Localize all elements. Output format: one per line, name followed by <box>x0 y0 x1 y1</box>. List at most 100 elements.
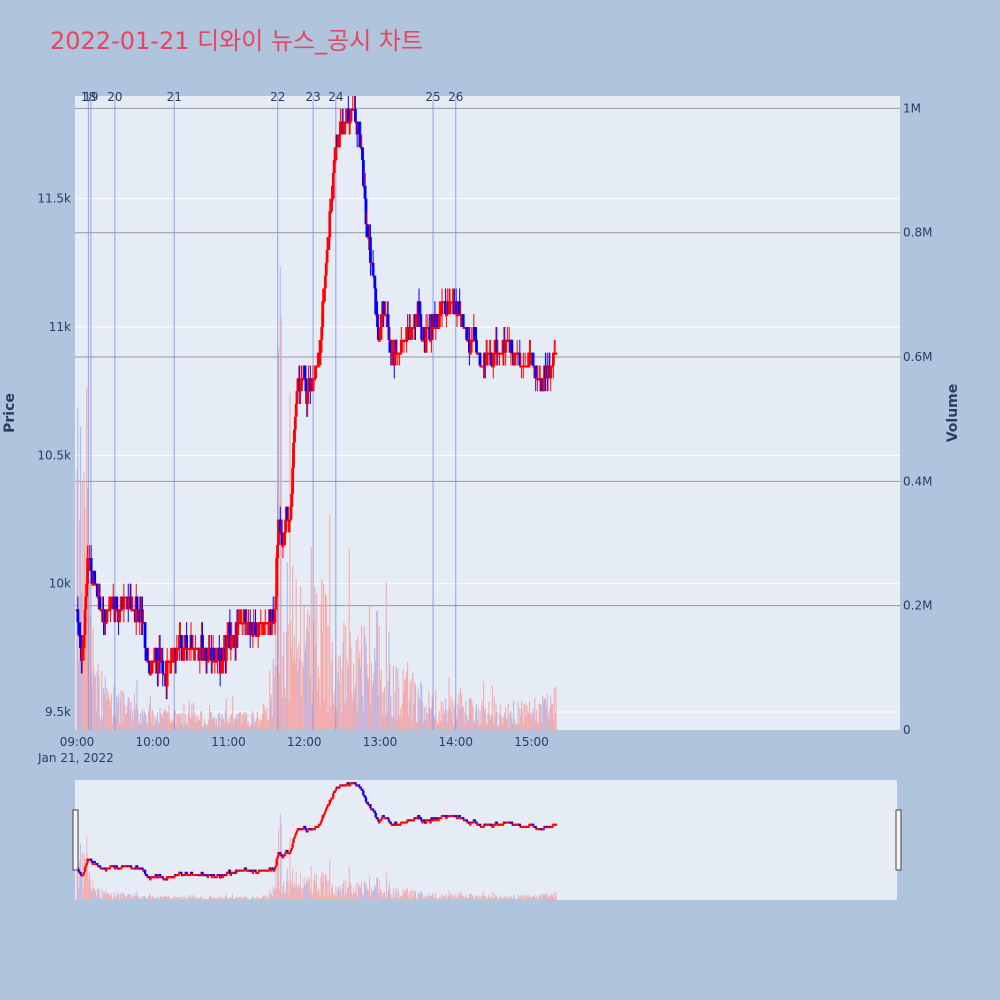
range-slider-volume-bar <box>80 843 82 900</box>
volume-bar <box>98 676 100 730</box>
volume-bar <box>460 694 463 730</box>
range-slider-candle <box>399 823 402 826</box>
range-slider-candle <box>280 854 284 857</box>
range-slider-volume-bar <box>267 898 269 900</box>
candle-body <box>492 352 496 366</box>
range-slider-volume-bar <box>344 894 346 900</box>
range-slider-left-handle[interactable] <box>72 809 79 871</box>
range-slider-right-handle[interactable] <box>895 809 902 871</box>
volume-bar <box>540 705 542 730</box>
range-slider-volume-bar <box>240 896 242 900</box>
range-slider-volume-bar <box>453 899 455 900</box>
volume-bar <box>429 708 432 730</box>
volume-bar <box>449 707 451 730</box>
candle-body <box>108 609 112 612</box>
volume-bar <box>470 697 472 730</box>
candle-body <box>320 327 324 340</box>
volume-bar <box>138 722 140 730</box>
volume-bar <box>382 715 384 730</box>
candle-body <box>278 519 282 533</box>
volume-bar <box>481 701 483 730</box>
volume-bar <box>458 692 460 730</box>
volume-bar <box>376 611 378 730</box>
range-slider-volume-bar <box>257 897 259 900</box>
range-slider-volume-bar <box>318 890 320 900</box>
range-slider-volume-bar <box>394 893 396 900</box>
range-slider-volume-bar <box>103 893 105 900</box>
volume-bar <box>313 620 315 730</box>
range-slider-volume-bar <box>251 896 253 900</box>
volume-bar <box>292 658 295 730</box>
range-slider-volume-bar <box>331 883 333 900</box>
volume-bar <box>375 660 377 730</box>
candle-body <box>81 647 85 650</box>
range-slider-candle <box>158 874 162 877</box>
range-slider-volume-bar <box>317 888 319 900</box>
range-slider-volume-bar <box>443 896 445 900</box>
candle-body <box>273 609 277 623</box>
candle-body <box>188 647 192 650</box>
volume-bar <box>164 709 166 730</box>
candle-body <box>244 609 248 623</box>
range-slider-volume-bar <box>161 897 163 900</box>
range-slider[interactable] <box>75 780 897 900</box>
volume-bar <box>531 718 533 730</box>
range-slider-volume-bar <box>521 894 523 900</box>
range-slider-volume-bar <box>261 898 263 900</box>
volume-bar <box>103 694 105 730</box>
range-slider-volume-bar <box>389 887 391 900</box>
volume-bar <box>468 698 471 730</box>
range-slider-volume-bar <box>131 898 133 900</box>
volume-bar <box>462 706 464 730</box>
range-slider-volume-bar <box>300 873 302 900</box>
volume-bar <box>287 624 289 730</box>
range-slider-volume-bar <box>323 894 325 900</box>
range-slider-volume-bar <box>252 896 254 900</box>
volume-bar <box>555 686 557 730</box>
range-slider-candle <box>212 874 216 877</box>
range-slider-volume-bar <box>387 890 389 900</box>
candle-body <box>338 134 341 137</box>
range-slider-volume-bar <box>426 896 428 900</box>
range-slider-candle <box>373 810 377 813</box>
range-slider-volume-bar <box>262 895 264 900</box>
candle-body <box>129 596 133 610</box>
candle-body <box>156 660 160 674</box>
range-slider-candle <box>229 874 232 877</box>
candle-body <box>382 301 386 315</box>
volume-bar <box>378 626 380 730</box>
candle-body <box>103 609 107 623</box>
volume-bar <box>529 713 531 730</box>
range-slider-volume-bar <box>165 896 167 900</box>
volume-tick-label: 0.6M <box>903 350 932 364</box>
range-slider-volume-bar <box>498 899 500 900</box>
volume-bar <box>193 712 196 730</box>
range-slider-volume-bar <box>133 893 135 900</box>
candle-body <box>444 301 447 315</box>
range-slider-volume-bar <box>203 898 205 900</box>
volume-bar <box>417 689 419 730</box>
range-slider-candle <box>331 797 334 800</box>
range-slider-volume-bar <box>449 895 451 900</box>
candle-body <box>256 635 260 638</box>
volume-bar <box>256 711 258 730</box>
range-slider-volume-bar <box>543 894 545 900</box>
candle-body <box>291 468 295 494</box>
volume-bar <box>79 426 82 730</box>
range-slider-volume-bar <box>192 897 194 900</box>
range-slider-volume-bar <box>399 897 401 900</box>
volume-tick-label: 0.2M <box>903 599 932 613</box>
volume-bar <box>213 718 215 730</box>
range-slider-volume-bar <box>510 896 512 900</box>
candle-body <box>165 660 169 687</box>
volume-bar <box>456 718 458 730</box>
volume-bar <box>414 681 416 730</box>
volume-bar <box>154 716 156 730</box>
range-slider-volume-bar <box>458 893 460 900</box>
range-slider-volume-bar <box>455 898 457 900</box>
candle-body <box>405 339 409 342</box>
main-plot-area[interactable] <box>75 96 900 730</box>
candle-body <box>216 647 219 661</box>
candle-body <box>406 327 409 340</box>
range-slider-candle <box>456 817 460 820</box>
